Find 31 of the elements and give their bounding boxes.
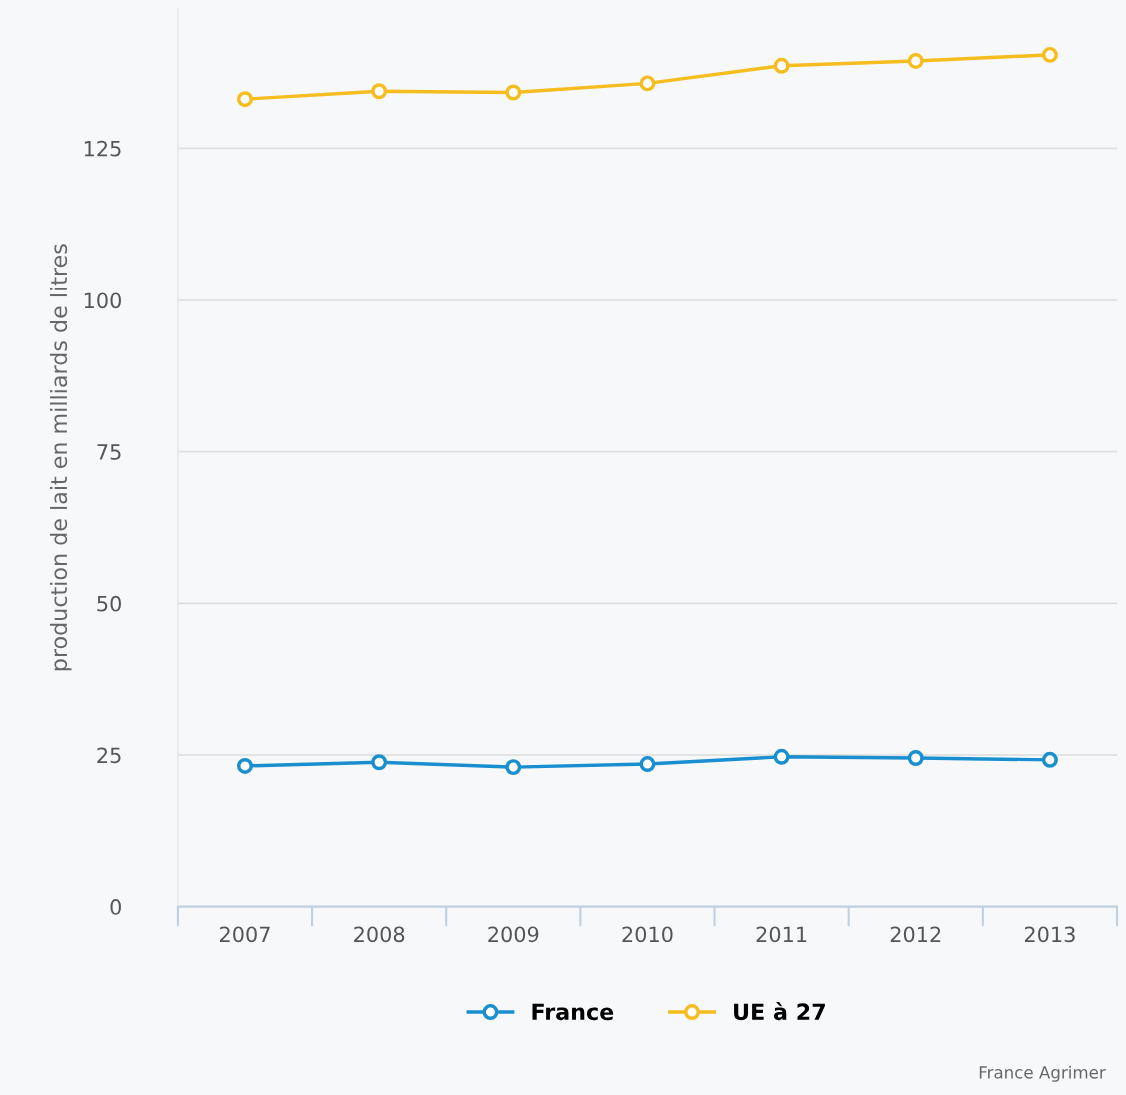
y-tick-label: 125 xyxy=(84,140,121,157)
legend-label: France xyxy=(532,1003,614,1021)
point xyxy=(505,84,522,101)
x-tick-label: 2011 xyxy=(756,926,807,943)
point xyxy=(371,754,388,771)
legend-label: UE à 27 xyxy=(734,1002,825,1021)
y-tick-label: 0 xyxy=(110,899,121,915)
point xyxy=(639,756,656,773)
x-tick-label: 2012 xyxy=(890,926,941,943)
x-tick-label: 2007 xyxy=(220,926,270,943)
x-tick-label: 2008 xyxy=(354,926,405,943)
point xyxy=(237,91,253,108)
point xyxy=(907,750,924,767)
x-tick-label: 2013 xyxy=(1024,926,1075,943)
point xyxy=(907,52,924,69)
x-tick-label: 2009 xyxy=(488,926,539,943)
point xyxy=(639,75,656,92)
point xyxy=(773,748,790,765)
point xyxy=(505,759,522,776)
x-tick-label: 2010 xyxy=(622,926,673,943)
y-axis-title: production de lait en milliards de litres xyxy=(49,244,72,671)
point xyxy=(1041,46,1058,63)
point xyxy=(371,83,388,100)
point xyxy=(773,57,790,74)
text: France Agrimer xyxy=(979,1065,1106,1082)
y-tick-label: 75 xyxy=(97,444,121,460)
y-tick-label: 25 xyxy=(97,747,121,764)
point xyxy=(237,757,253,774)
point xyxy=(1041,751,1058,768)
y-tick-label: 100 xyxy=(84,292,121,309)
y-tick-label: 50 xyxy=(97,595,121,612)
